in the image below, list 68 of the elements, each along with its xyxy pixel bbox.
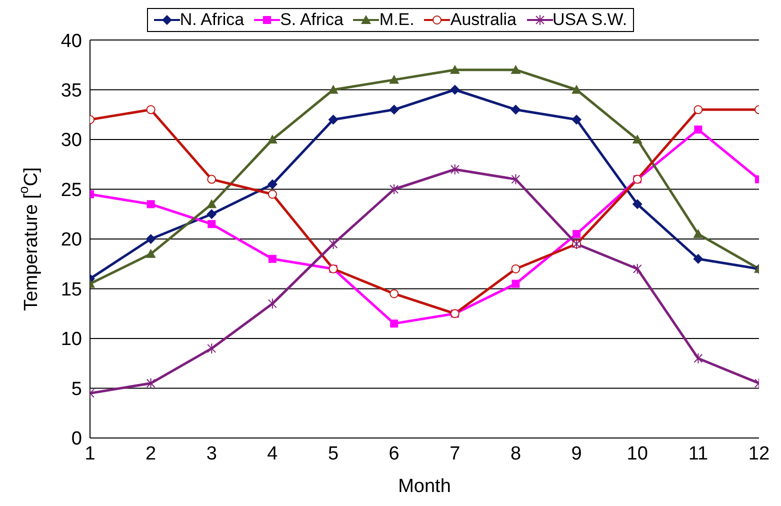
point: [146, 248, 156, 258]
x-tick-label: 12: [748, 443, 770, 464]
point: [268, 254, 276, 263]
x-tick-label: 9: [571, 443, 582, 464]
x-tick-label: 4: [267, 443, 278, 464]
point: [450, 64, 460, 74]
point: [694, 126, 702, 134]
y-tick-label: 15: [60, 279, 82, 300]
x-tick-label: 6: [388, 443, 400, 464]
point: [208, 220, 216, 228]
point: [390, 320, 398, 328]
y-tick-label: 0: [71, 428, 82, 450]
point: [572, 114, 582, 125]
point: [146, 378, 156, 389]
point: [146, 200, 155, 208]
legend-label: N. Africa: [180, 10, 244, 30]
x-tick-label: 5: [328, 443, 339, 464]
y-tick-label: 40: [60, 30, 82, 52]
x-tick-label: 2: [146, 443, 156, 464]
y-tick-label: 35: [60, 80, 82, 102]
x-tick-label: 8: [510, 443, 522, 464]
point: [693, 229, 704, 238]
legend-label: Australia: [450, 10, 516, 30]
point: [328, 84, 338, 94]
point: [207, 174, 216, 184]
point: [694, 352, 703, 364]
y-tick-label: 20: [60, 230, 82, 251]
point: [510, 64, 521, 74]
y-tick-label: 30: [60, 130, 82, 152]
point: [512, 280, 520, 288]
y-tick-label: 10: [60, 329, 82, 350]
point: [632, 134, 642, 144]
point: [572, 84, 582, 94]
point: [511, 174, 520, 185]
x-tick-label: 1: [84, 443, 96, 464]
point: [268, 298, 277, 310]
point: [694, 105, 703, 114]
legend-label: USA S.W.: [552, 10, 628, 30]
point: [572, 230, 581, 238]
x-axis-title: Month: [398, 476, 451, 497]
point: [390, 289, 399, 298]
legend-label: S. Africa: [280, 10, 344, 30]
point: [511, 264, 520, 274]
x-tick-label: 7: [450, 443, 460, 464]
y-tick-label: 5: [71, 378, 82, 400]
point: [267, 179, 278, 190]
point: [206, 209, 217, 220]
legend-label: M.E.: [379, 10, 414, 30]
point: [632, 263, 642, 274]
point: [450, 164, 460, 175]
point: [389, 74, 400, 84]
point: [267, 134, 278, 144]
point: [693, 254, 704, 264]
point: [268, 190, 277, 199]
point: [207, 342, 216, 354]
point: [146, 234, 156, 244]
point: [450, 84, 460, 95]
y-tick-label: 25: [60, 180, 82, 201]
x-tick-label: 10: [626, 443, 648, 464]
point: [206, 199, 217, 208]
point: [328, 114, 338, 125]
point: [389, 104, 400, 115]
point: [510, 104, 521, 115]
point: [146, 105, 156, 114]
x-tick-label: 11: [688, 443, 708, 464]
point: [390, 184, 399, 195]
x-tick-label: 3: [206, 443, 217, 464]
point: [632, 199, 642, 210]
